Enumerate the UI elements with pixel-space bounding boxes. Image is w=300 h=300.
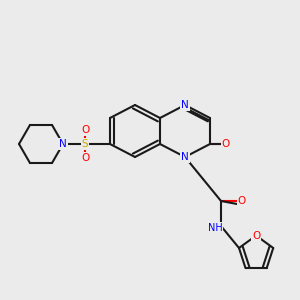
Text: O: O <box>81 153 89 163</box>
Text: N: N <box>59 139 67 149</box>
Text: N: N <box>181 100 189 110</box>
Text: S: S <box>82 139 88 149</box>
Text: O: O <box>222 139 230 149</box>
Text: NH: NH <box>208 223 222 233</box>
Text: O: O <box>252 231 260 241</box>
Text: O: O <box>81 125 89 135</box>
Text: N: N <box>181 152 189 162</box>
Text: O: O <box>238 196 246 206</box>
